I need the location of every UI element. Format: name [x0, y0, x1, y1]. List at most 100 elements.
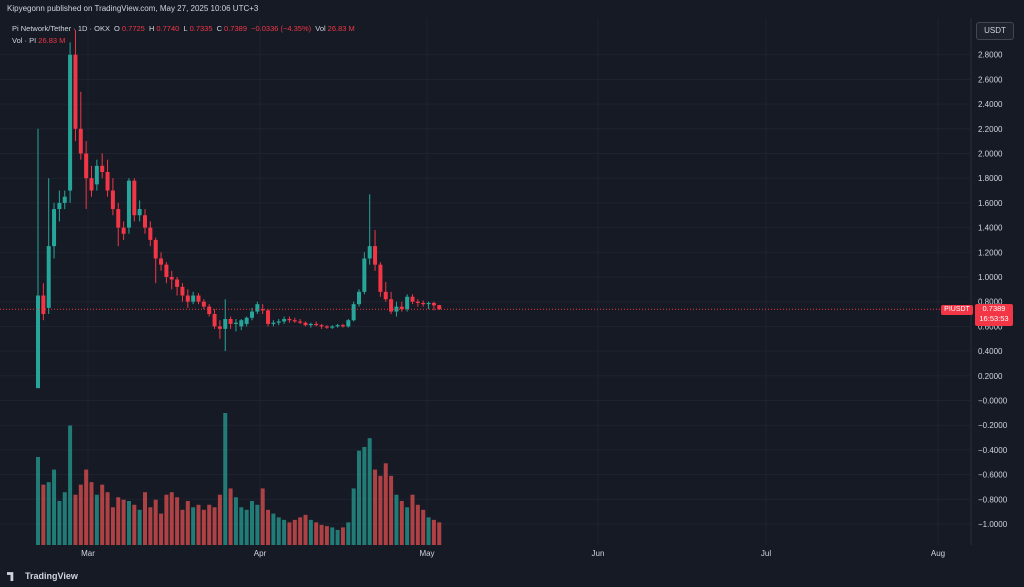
candle-body — [324, 326, 329, 328]
volume-bar — [223, 413, 228, 545]
last-price-tag: 0.7389 16:53:53 — [975, 304, 1013, 326]
volume-bar — [105, 492, 110, 545]
candle-body — [298, 321, 303, 323]
candle-body — [196, 295, 201, 302]
candle-body — [223, 318, 228, 329]
volume-bar — [367, 438, 372, 545]
volume-bar — [132, 504, 137, 545]
volume-bar — [410, 494, 415, 545]
candle-body — [132, 180, 137, 216]
volume-bar — [292, 519, 297, 545]
volume-bar — [298, 517, 303, 545]
bar-countdown: 16:53:53 — [979, 314, 1009, 323]
volume-bar — [89, 482, 94, 545]
price-tick-label: −0.6000 — [978, 471, 1008, 480]
candle-body — [233, 322, 238, 324]
volume-bar — [255, 504, 260, 545]
candle-body — [378, 264, 383, 292]
price-tick-label: 2.0000 — [978, 150, 1003, 159]
volume-bar — [212, 507, 217, 545]
volume-bar — [164, 494, 169, 545]
tradingview-logo-text: TradingView — [25, 571, 78, 581]
price-tick-label: 2.8000 — [978, 51, 1003, 60]
price-axis[interactable]: 2.8000 2.6000 2.4000 2.2000 2.0000 1.8000 1.60… — [978, 51, 1008, 529]
volume-bar — [148, 507, 153, 545]
candle-body — [68, 54, 73, 191]
tradingview-logo[interactable]: TradingView — [7, 571, 78, 582]
price-tick-label: 2.4000 — [978, 100, 1003, 109]
volume-bar — [185, 501, 190, 545]
candle-body — [415, 301, 420, 303]
candle-body — [217, 326, 222, 329]
candle-body — [164, 264, 169, 277]
high-value: 0.7740 — [156, 24, 180, 33]
volume-bar — [324, 526, 329, 545]
volume-bar — [431, 519, 436, 545]
volume-bar — [233, 497, 238, 545]
volume-bar — [437, 522, 442, 545]
volume-bar — [362, 446, 367, 545]
volume-bar — [217, 494, 222, 545]
candle-body — [180, 286, 185, 296]
price-tick-label: 1.4000 — [978, 224, 1003, 233]
volume-bar — [94, 494, 99, 545]
candle-body — [410, 296, 415, 302]
candle-body — [148, 227, 153, 240]
price-tick-label: 1.8000 — [978, 174, 1003, 183]
candle-body — [389, 299, 394, 312]
low-label: L — [183, 24, 188, 33]
candle-body — [351, 304, 356, 321]
candle-body — [357, 291, 361, 305]
price-tick-label: −1.0000 — [978, 520, 1008, 529]
volume-bar — [426, 517, 431, 545]
volume-bar — [389, 475, 394, 545]
candle-body — [244, 317, 249, 324]
volume-bar — [282, 519, 287, 545]
symbol-legend[interactable]: Pi Network/Tether · 1D · OKX O 0.7725 H 0.… — [12, 24, 357, 33]
currency-button[interactable]: USDT — [976, 22, 1014, 40]
price-tick-label: 0.4000 — [978, 347, 1003, 356]
candle-body — [126, 180, 131, 228]
candle-body — [303, 322, 308, 326]
candle-body — [100, 165, 105, 173]
price-tick-label: −0.2000 — [978, 421, 1008, 430]
volume-bar — [52, 469, 57, 545]
volume-series — [36, 413, 442, 545]
candle-body — [191, 295, 196, 302]
candle-body — [228, 318, 233, 324]
time-axis[interactable]: Mar Apr May Jun Jul Aug — [81, 549, 945, 558]
close-label: C — [216, 24, 223, 33]
volume-bar — [335, 529, 340, 545]
candle-body — [399, 306, 404, 310]
volume-bar — [303, 514, 308, 545]
price-tick-label: −0.4000 — [978, 446, 1008, 455]
candle-body — [276, 321, 281, 323]
price-tick-label: 2.2000 — [978, 125, 1003, 134]
top-bar: Kipyegonn published on TradingView.com, … — [0, 0, 1024, 18]
volume-bar — [228, 488, 233, 545]
close-value: 0.7389 — [224, 24, 247, 33]
volume-bar — [153, 499, 158, 545]
volume-bar — [201, 509, 206, 545]
volume-indicator-label: Vol · PI — [12, 36, 37, 45]
price-chart[interactable]: 2.8000 2.6000 2.4000 2.2000 2.0000 1.8000 1.60… — [0, 18, 1024, 566]
volume-bar — [330, 527, 335, 545]
candle-body — [330, 326, 335, 328]
candle-body — [84, 153, 89, 179]
volume-bar — [346, 522, 351, 545]
candle-body — [239, 320, 244, 327]
candle-body — [405, 296, 410, 310]
candle-body — [260, 309, 265, 311]
tradingview-logo-icon — [7, 572, 14, 582]
candle-body — [437, 305, 442, 310]
volume-legend[interactable]: Vol · PI 26.83 M — [12, 36, 65, 45]
candle-body — [116, 209, 121, 228]
time-tick-label: Aug — [931, 549, 945, 558]
candle-body — [41, 295, 46, 315]
candle-body — [431, 302, 436, 306]
candle-body — [314, 323, 319, 326]
candle-body — [367, 246, 372, 259]
candle-body — [57, 202, 62, 210]
candle-body — [335, 325, 340, 327]
candle-body — [52, 209, 57, 247]
